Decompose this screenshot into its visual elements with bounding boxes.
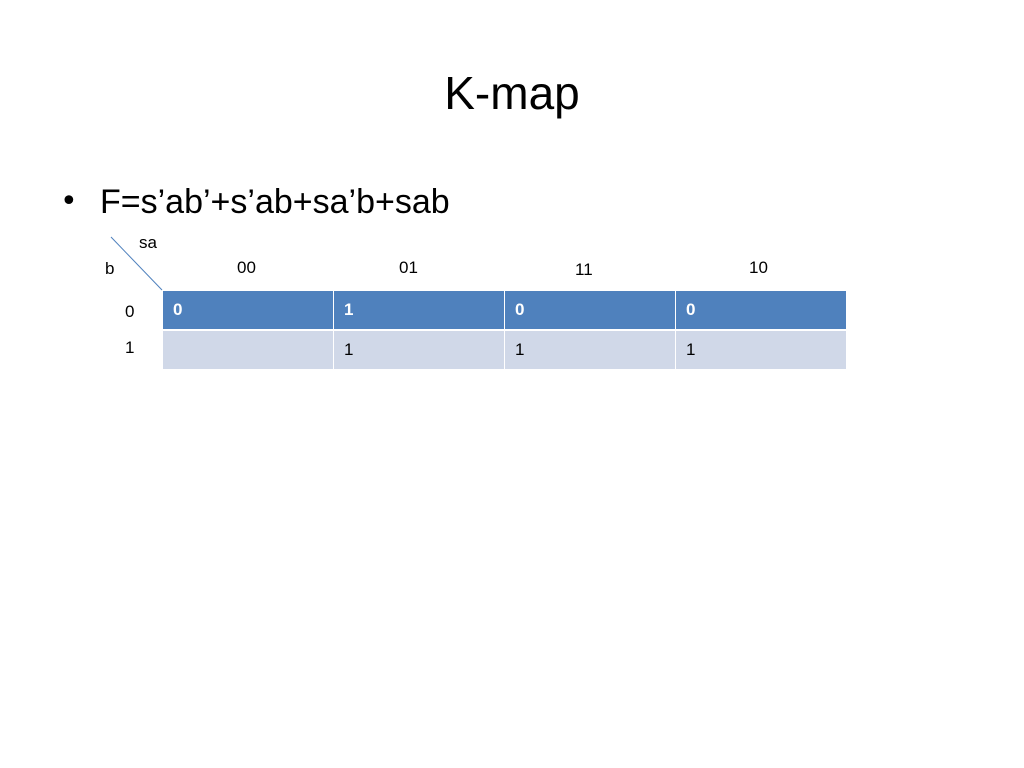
kmap-cell: 1: [333, 290, 505, 331]
kmap-cell: 1: [333, 329, 505, 370]
bullet-text: F=s’ab’+s’ab+sa’b+sab: [100, 183, 450, 221]
kmap-cell: 1: [675, 329, 847, 370]
column-header: 01: [399, 258, 418, 277]
kmap-cell: 0: [162, 290, 334, 331]
row-header: 1: [125, 338, 135, 357]
row-variable: b: [105, 259, 115, 278]
column-header: 11: [575, 260, 593, 279]
kmap-diagonal: [110, 236, 163, 291]
bullet-marker: •: [60, 184, 78, 219]
kmap-cell: 0: [504, 290, 676, 331]
kmap-row: 1 1 1: [162, 329, 847, 370]
kmap-cell: [162, 329, 334, 370]
column-variable: sa: [139, 233, 157, 252]
column-header: 00: [237, 258, 256, 277]
row-header: 0: [125, 302, 135, 321]
kmap-table: 0 1 0 0 1 1 1: [162, 290, 847, 370]
kmap-cell: 1: [504, 329, 676, 370]
column-header: 10: [749, 258, 768, 277]
slide-title: K-map: [444, 67, 580, 119]
kmap-cell: 0: [675, 290, 847, 331]
kmap-row: 0 1 0 0: [162, 290, 847, 331]
